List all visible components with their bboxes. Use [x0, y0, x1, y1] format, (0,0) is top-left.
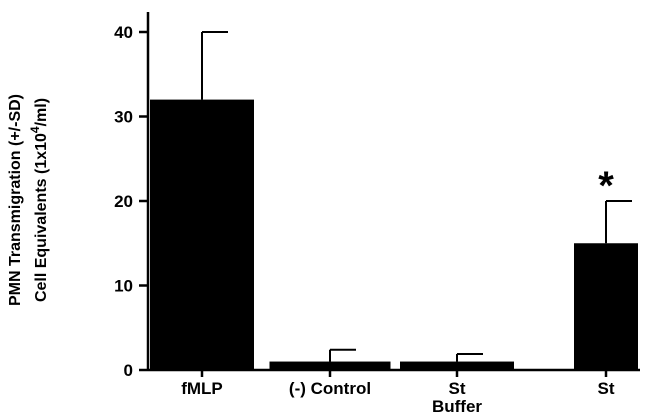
- y-axis-label-line1: PMN Transmigration (+/-SD): [7, 94, 24, 306]
- y-tick-label: 30: [114, 108, 133, 127]
- y-axis-label-line2: Cell Equivalents (1x104/ml): [28, 98, 50, 302]
- x-tick-label: St: [598, 379, 615, 398]
- x-tick-label: fMLP: [181, 379, 223, 398]
- bar: [400, 361, 514, 370]
- y-tick-label: 40: [114, 23, 133, 42]
- significance-marker: *: [598, 164, 614, 208]
- bar: [150, 99, 254, 370]
- y-tick-label: 20: [114, 192, 133, 211]
- y-axis-label: PMN Transmigration (+/-SD) Cell Equivalen…: [7, 94, 50, 306]
- y-tick-label: 10: [114, 277, 133, 296]
- x-tick-label: (-) Control: [289, 379, 371, 398]
- bars: [150, 31, 638, 370]
- x-tick-label: St: [449, 379, 466, 398]
- bar: [269, 361, 391, 370]
- x-tick-label: Buffer: [432, 397, 482, 412]
- bar: [574, 243, 638, 370]
- y-tick-label: 0: [124, 361, 133, 380]
